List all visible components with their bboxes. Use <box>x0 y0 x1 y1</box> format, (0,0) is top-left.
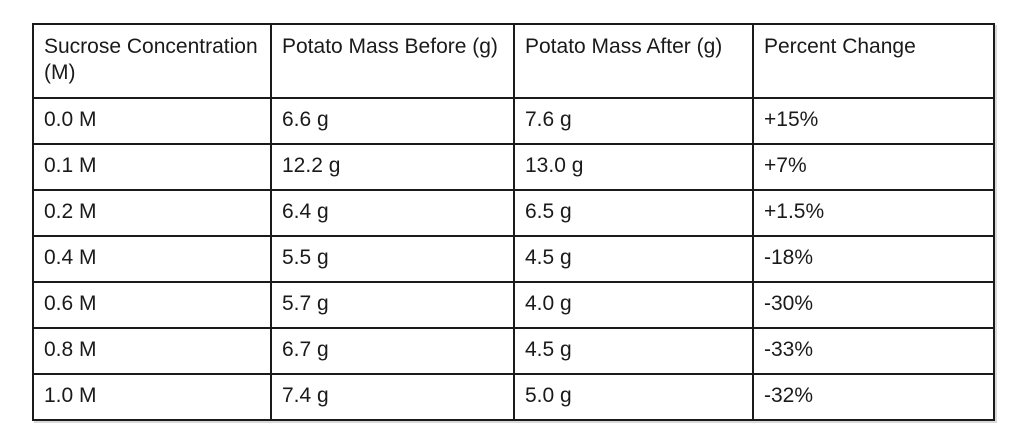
cell-mass-after: 4.5 g <box>513 327 754 375</box>
table-header-row: Sucrose Concentration (M) Potato Mass Be… <box>32 23 995 99</box>
table-row: 1.0 M 7.4 g 5.0 g -32% <box>32 373 995 421</box>
cell-mass-before: 5.5 g <box>270 235 515 283</box>
cell-percent-change: -33% <box>752 327 995 375</box>
cell-concentration: 0.8 M <box>32 327 272 375</box>
cell-concentration: 0.2 M <box>32 189 272 237</box>
cell-percent-change: +1.5% <box>752 189 995 237</box>
cell-mass-before: 7.4 g <box>270 373 515 421</box>
table-row: 0.0 M 6.6 g 7.6 g +15% <box>32 97 995 145</box>
cell-percent-change: -18% <box>752 235 995 283</box>
cell-mass-after: 4.5 g <box>513 235 754 283</box>
cell-mass-after: 7.6 g <box>513 97 754 145</box>
cell-concentration: 0.4 M <box>32 235 272 283</box>
cell-concentration: 0.0 M <box>32 97 272 145</box>
cell-percent-change: +15% <box>752 97 995 145</box>
column-header-mass-before: Potato Mass Before (g) <box>270 23 515 99</box>
column-header-percent-change: Percent Change <box>752 23 995 99</box>
table-row: 0.2 M 6.4 g 6.5 g +1.5% <box>32 189 995 237</box>
cell-percent-change: -32% <box>752 373 995 421</box>
cell-mass-before: 12.2 g <box>270 143 515 191</box>
cell-concentration: 0.1 M <box>32 143 272 191</box>
table-row: 0.4 M 5.5 g 4.5 g -18% <box>32 235 995 283</box>
cell-concentration: 0.6 M <box>32 281 272 329</box>
cell-concentration: 1.0 M <box>32 373 272 421</box>
cell-percent-change: -30% <box>752 281 995 329</box>
cell-mass-before: 5.7 g <box>270 281 515 329</box>
column-header-mass-after: Potato Mass After (g) <box>513 23 754 99</box>
cell-mass-before: 6.4 g <box>270 189 515 237</box>
table-row: 0.8 M 6.7 g 4.5 g -33% <box>32 327 995 375</box>
cell-mass-after: 6.5 g <box>513 189 754 237</box>
osmosis-results-table: Sucrose Concentration (M) Potato Mass Be… <box>32 23 995 421</box>
column-header-sucrose-concentration: Sucrose Concentration (M) <box>32 23 272 99</box>
cell-mass-after: 4.0 g <box>513 281 754 329</box>
cell-mass-before: 6.6 g <box>270 97 515 145</box>
cell-mass-after: 5.0 g <box>513 373 754 421</box>
cell-mass-after: 13.0 g <box>513 143 754 191</box>
cell-percent-change: +7% <box>752 143 995 191</box>
table-row: 0.1 M 12.2 g 13.0 g +7% <box>32 143 995 191</box>
cell-mass-before: 6.7 g <box>270 327 515 375</box>
table-row: 0.6 M 5.7 g 4.0 g -30% <box>32 281 995 329</box>
